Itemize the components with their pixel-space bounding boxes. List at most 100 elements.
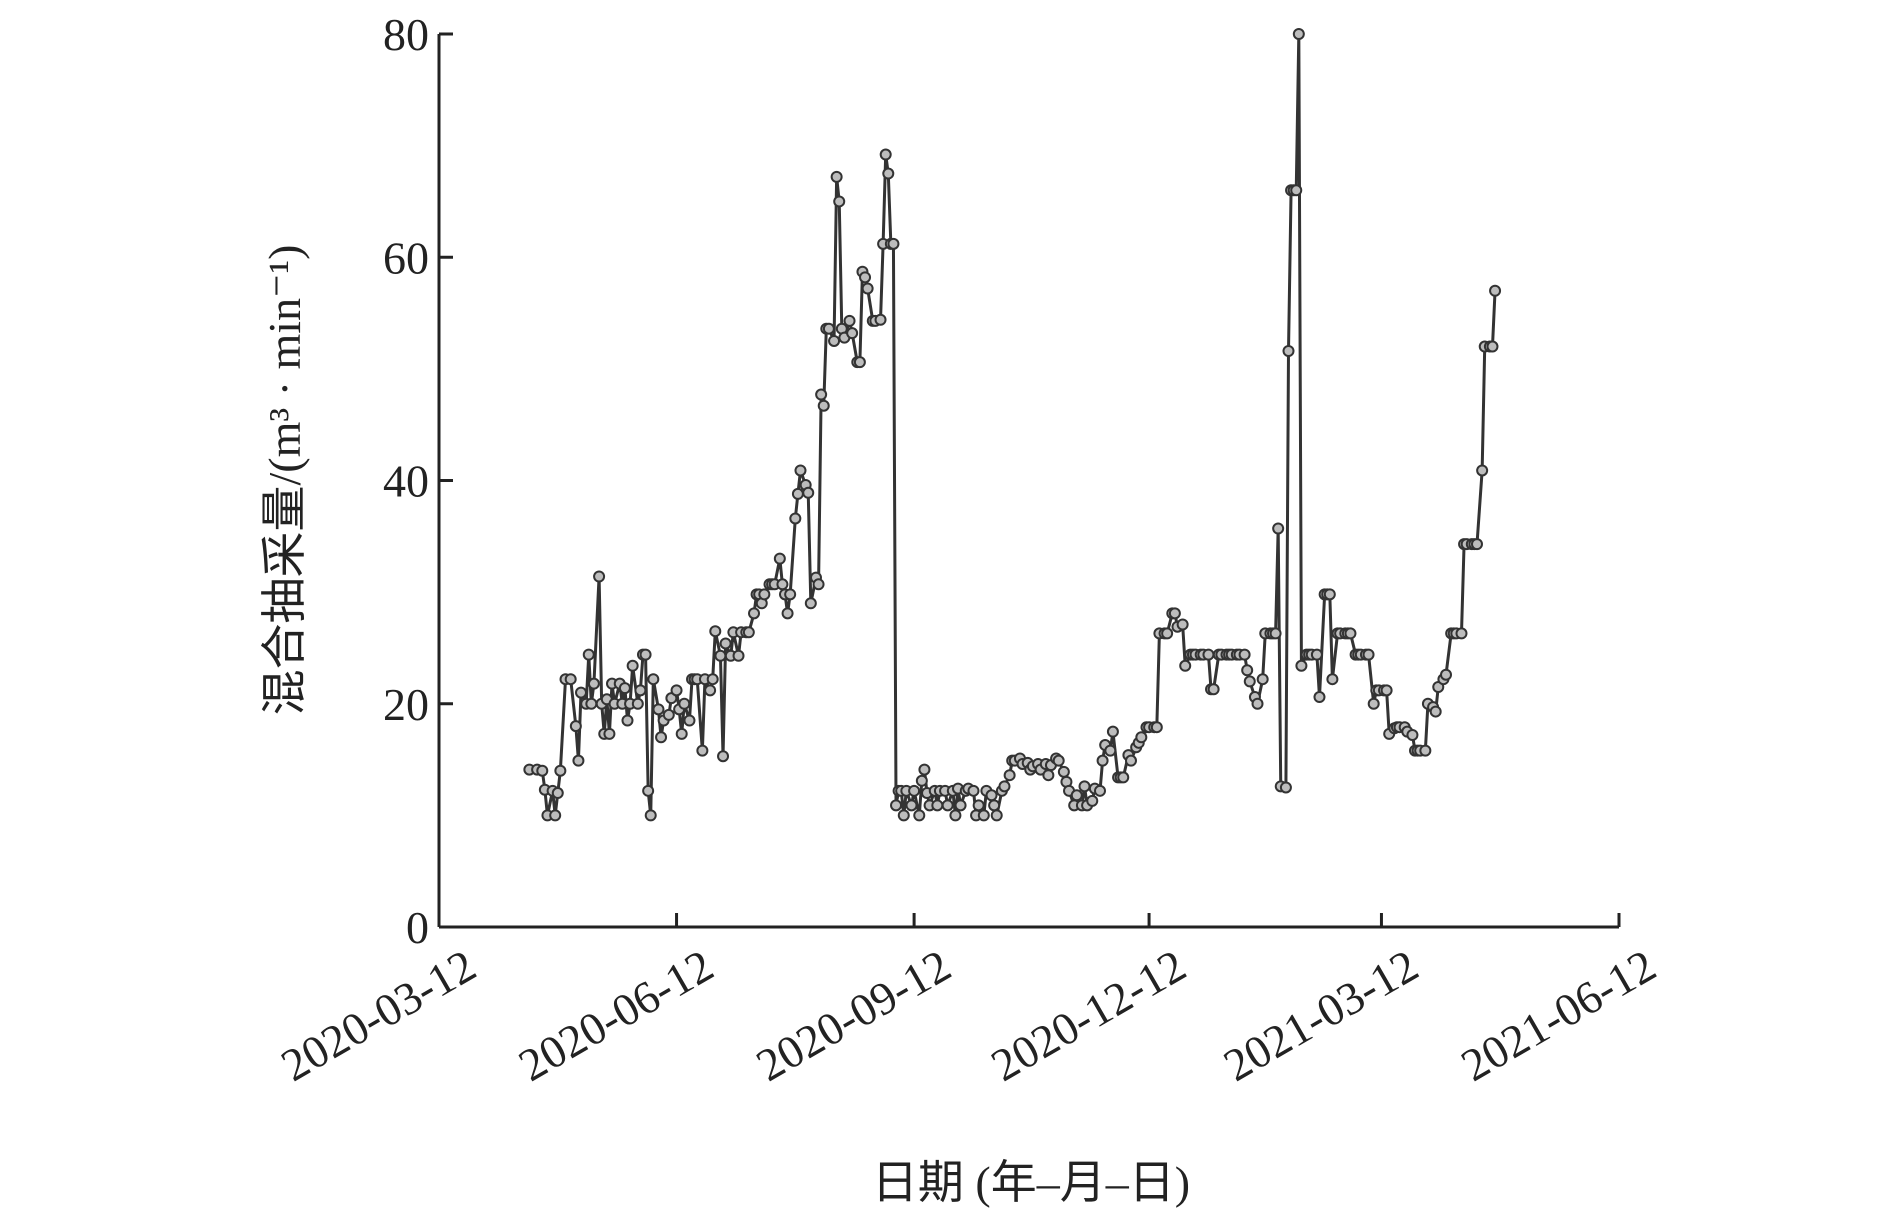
- data-point: [1052, 754, 1065, 767]
- data-point: [647, 673, 660, 686]
- data-point: [549, 809, 562, 822]
- data-point: [853, 356, 866, 369]
- data-point: [1202, 648, 1215, 661]
- data-point: [1078, 780, 1091, 793]
- data-point: [1070, 789, 1083, 802]
- x-tick-label: 2020-06-12: [510, 939, 721, 1090]
- data-point: [675, 727, 688, 740]
- data-point: [719, 637, 732, 650]
- data-point: [1470, 538, 1483, 551]
- data-point: [678, 697, 691, 710]
- data-point: [874, 313, 887, 326]
- data-point: [1279, 781, 1292, 794]
- data-point: [704, 684, 717, 697]
- data-point: [897, 809, 910, 822]
- data-point: [1290, 184, 1303, 197]
- data-point: [817, 399, 830, 412]
- data-point: [709, 625, 722, 638]
- data-point: [977, 809, 990, 822]
- data-point: [1295, 659, 1308, 672]
- data-point: [1243, 675, 1256, 688]
- y-tick-label: 20: [383, 679, 429, 730]
- data-point: [861, 282, 874, 295]
- data-point: [1282, 345, 1295, 358]
- data-point: [1207, 683, 1220, 696]
- data-point: [1135, 731, 1148, 744]
- data-point: [791, 487, 804, 500]
- data-point: [1269, 627, 1282, 640]
- data-point: [1086, 794, 1099, 807]
- data-point: [828, 334, 841, 347]
- y-tick-label: 60: [383, 232, 429, 283]
- data-point: [776, 578, 789, 591]
- data-point: [1096, 754, 1109, 767]
- data-point: [569, 720, 582, 733]
- y-tick-label: 0: [406, 902, 429, 953]
- data-point: [1344, 627, 1357, 640]
- x-axis-label: 日期 (年–月–日): [872, 1157, 1190, 1208]
- data-point: [773, 552, 786, 565]
- data-point: [626, 659, 639, 672]
- data-point: [742, 626, 755, 639]
- data-point: [998, 780, 1011, 793]
- data-point: [913, 809, 926, 822]
- data-point: [846, 327, 859, 340]
- data-point: [833, 195, 846, 208]
- data-point: [789, 512, 802, 525]
- data-point: [585, 697, 598, 710]
- data-point: [804, 597, 817, 610]
- data-point: [967, 784, 980, 797]
- data-point: [1362, 648, 1375, 661]
- data-point: [652, 703, 665, 716]
- data-point: [536, 764, 549, 777]
- data-point: [1486, 340, 1499, 353]
- data-point: [1057, 765, 1070, 778]
- data-point: [1326, 673, 1339, 686]
- data-point: [784, 588, 797, 601]
- y-tick-label: 40: [383, 456, 429, 507]
- data-point: [670, 684, 683, 697]
- data-point: [593, 570, 606, 583]
- data-point: [655, 731, 668, 744]
- data-point: [1367, 697, 1380, 710]
- data-point: [879, 148, 892, 161]
- data-point: [631, 697, 644, 710]
- data-point: [822, 322, 835, 335]
- data-point: [683, 714, 696, 727]
- data-point: [1419, 744, 1432, 757]
- data-point: [812, 578, 825, 591]
- data-point: [887, 237, 900, 250]
- data-point: [634, 684, 647, 697]
- data-point: [1292, 28, 1305, 40]
- data-point: [1429, 705, 1442, 718]
- data-point: [748, 607, 761, 620]
- data-point: [1161, 627, 1174, 640]
- data-point: [1310, 648, 1323, 661]
- data-point: [905, 799, 918, 812]
- data-point: [1168, 607, 1181, 620]
- data-point: [1489, 284, 1502, 297]
- data-point: [830, 170, 843, 183]
- data-point: [1176, 618, 1189, 631]
- data-point: [1455, 627, 1468, 640]
- data-point: [1476, 464, 1489, 477]
- data-point: [1104, 744, 1117, 757]
- data-point: [941, 799, 954, 812]
- data-point: [1380, 684, 1393, 697]
- data-point: [802, 486, 815, 499]
- data-point: [1094, 784, 1107, 797]
- data-point: [696, 744, 709, 757]
- data-point: [1124, 754, 1137, 767]
- data-point: [1440, 668, 1453, 681]
- data-point: [587, 677, 600, 690]
- x-tick-label: 2021-06-12: [1453, 939, 1664, 1090]
- data-point: [1272, 522, 1285, 535]
- data-point: [758, 588, 771, 601]
- data-point: [1179, 659, 1192, 672]
- data-point: [554, 764, 567, 777]
- data-point: [717, 750, 730, 763]
- y-tick-label: 80: [383, 9, 429, 60]
- data-point: [662, 708, 675, 721]
